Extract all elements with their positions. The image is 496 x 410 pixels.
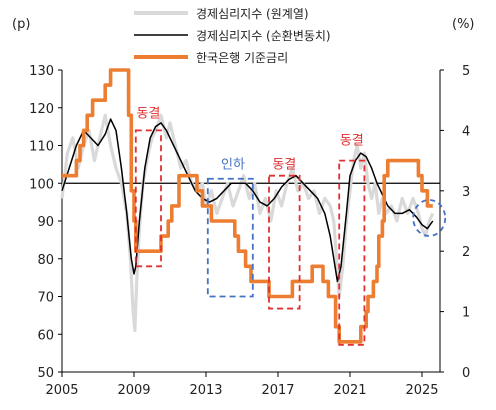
left-axis-tick-label: 50 <box>37 366 54 381</box>
x-axis-tick-label: 2005 <box>45 383 78 398</box>
right-axis-tick-label: 3 <box>462 185 470 200</box>
highlight-circle <box>412 199 447 237</box>
left-axis-tick-label: 120 <box>29 102 54 117</box>
annotation-label-2: 인하 <box>221 158 245 173</box>
plot-area <box>60 68 440 344</box>
annotation-box-4 <box>338 159 366 346</box>
left-axis-tick-label: 110 <box>29 140 54 155</box>
left-axis-tick-label: 130 <box>29 64 54 79</box>
legend: 경제심리지수 (원계열) 경제심리지수 (순환변동치) 한국은행 기준금리 <box>134 7 331 65</box>
series-line-3 <box>62 68 433 344</box>
left-axis: 50 60 70 80 90 100 110 120 130 <box>29 64 63 381</box>
x-axis-tick-label: 2009 <box>117 383 150 398</box>
left-axis-tick-label: 70 <box>37 291 54 306</box>
x-axis-tick-label: 2013 <box>189 383 222 398</box>
left-axis-tick-label: 90 <box>37 215 54 230</box>
annotation-box-1 <box>134 129 162 268</box>
legend-label-2: 경제심리지수 (순환변동치) <box>196 29 331 43</box>
annotation-label-4: 동결 <box>340 133 364 148</box>
left-axis-unit: (p) <box>12 17 30 32</box>
annotation-label-1: 동결 <box>136 106 160 121</box>
right-axis-unit: (%) <box>452 17 475 32</box>
right-axis-tick-label: 5 <box>462 64 470 79</box>
right-axis: 0 1 2 3 4 5 <box>439 64 470 381</box>
left-axis-tick-label: 60 <box>37 328 54 343</box>
left-axis-tick-label: 100 <box>29 177 54 192</box>
annotation-label-3: 동결 <box>272 158 296 173</box>
right-axis-tick-label: 1 <box>462 306 470 321</box>
x-axis: 2005 2009 2013 2017 2021 2025 <box>45 371 440 398</box>
x-axis-tick-label: 2025 <box>405 383 438 398</box>
right-axis-tick-label: 4 <box>462 124 470 139</box>
series-line-1 <box>60 113 435 333</box>
legend-label-3: 한국은행 기준금리 <box>196 50 288 65</box>
right-axis-tick-label: 2 <box>462 245 470 260</box>
x-axis-tick-label: 2021 <box>333 383 366 398</box>
x-axis-tick-label: 2017 <box>261 383 294 398</box>
left-axis-tick-label: 80 <box>37 253 54 268</box>
legend-label-1: 경제심리지수 (원계열) <box>196 7 309 21</box>
series-line-2 <box>61 118 434 283</box>
annotation-box-3 <box>268 174 301 310</box>
right-axis-tick-label: 0 <box>462 366 470 381</box>
annotation-box-2 <box>206 177 254 298</box>
